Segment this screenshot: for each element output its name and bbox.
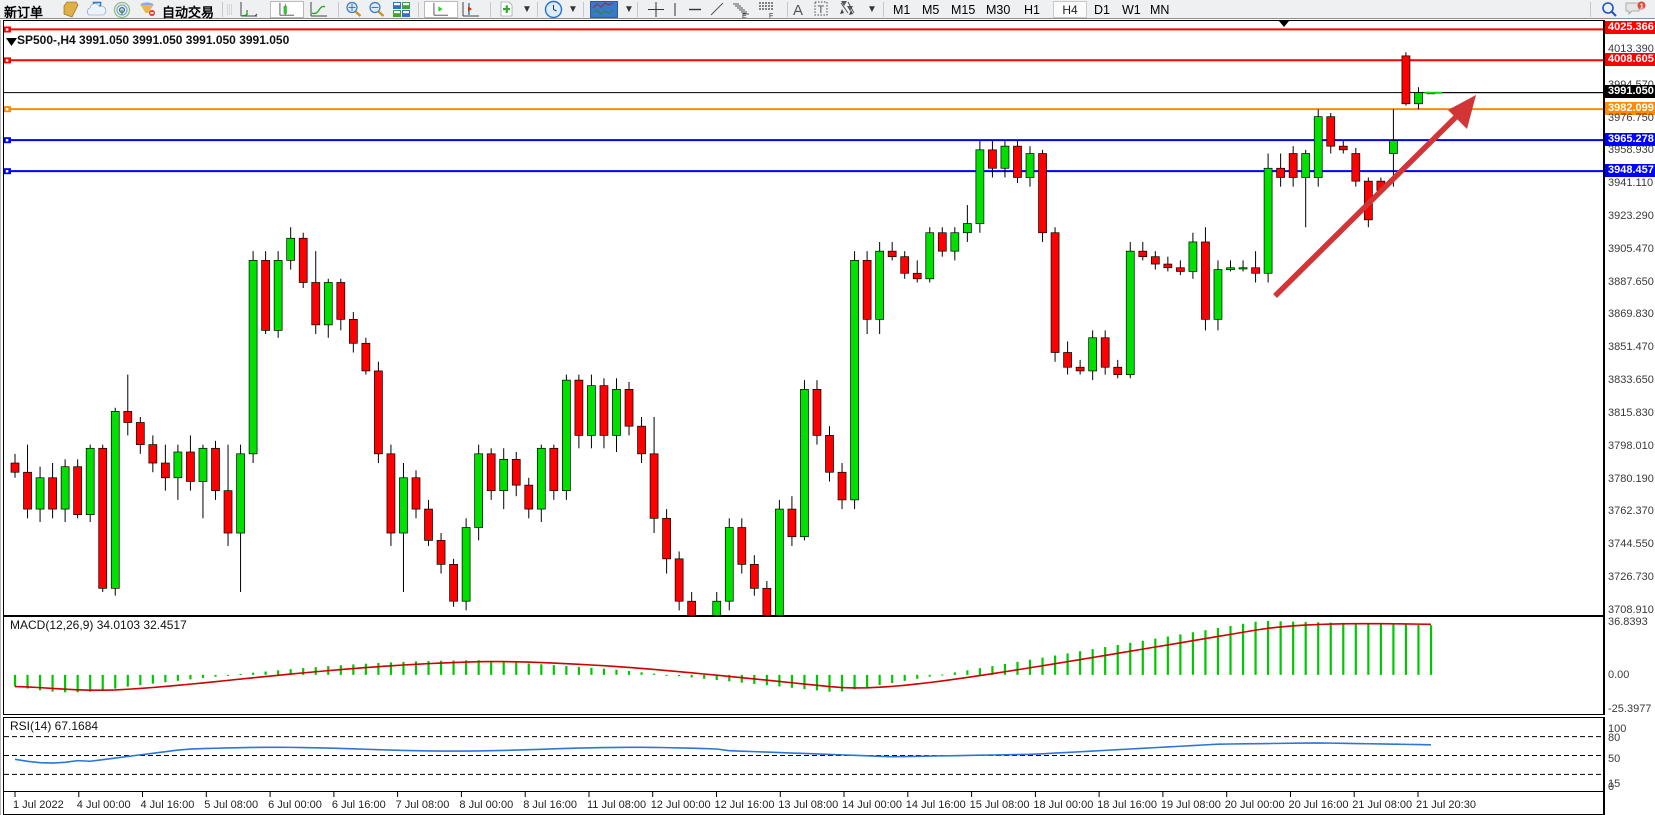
- svg-text:1: 1: [1640, 3, 1644, 10]
- svg-text:E: E: [742, 13, 747, 18]
- svg-text:T: T: [818, 4, 825, 16]
- svg-text:F: F: [769, 13, 773, 18]
